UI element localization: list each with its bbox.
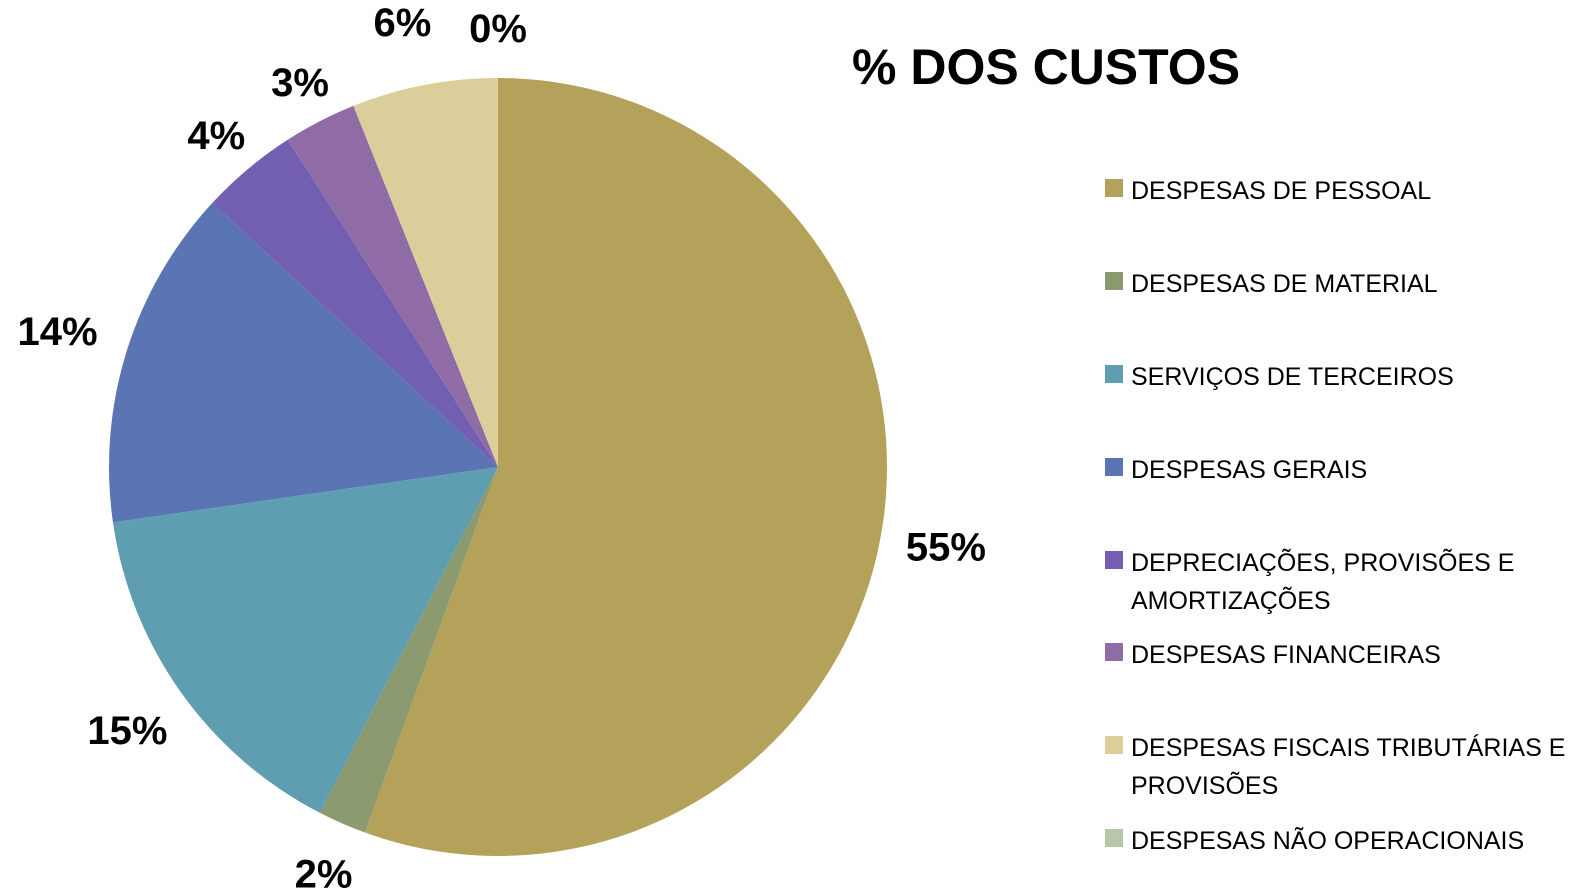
legend-swatch — [1105, 736, 1123, 754]
data-label-despesas-nao-operacionais: 0% — [469, 7, 527, 51]
legend-label: DESPESAS DE PESSOAL — [1131, 177, 1432, 205]
legend-label: DEPRECIAÇÕES, PROVISÕES E AMORTIZAÇÕES — [1131, 549, 1515, 615]
legend-swatch — [1105, 829, 1123, 847]
data-label-despesas-de-material: 2% — [295, 853, 353, 895]
legend-label: DESPESAS FINANCEIRAS — [1131, 641, 1441, 669]
pie-slice-depreciacoes-provisoes-e-amortizacoes — [212, 139, 498, 467]
data-label-despesas-gerais: 14% — [17, 310, 97, 354]
legend-label: DESPESAS NÃO OPERACIONAIS — [1131, 827, 1525, 855]
chart-title: % DOS CUSTOS — [852, 39, 1241, 95]
pie-slice-despesas-de-pessoal — [364, 78, 888, 856]
data-label-depreciacoes-provisoes-e-amortizacoes: 4% — [187, 114, 245, 158]
legend-swatch — [1105, 551, 1123, 569]
pie-slice-servicos-de-terceiros — [112, 467, 498, 813]
pie-slice-despesas-gerais — [109, 203, 498, 523]
pie-slice-despesas-fiscais-tributarias-e-provisoes — [353, 78, 498, 467]
legend-swatch — [1105, 458, 1123, 476]
pie-slice-despesas-financeiras — [287, 105, 498, 468]
legend-swatch — [1105, 365, 1123, 383]
legend-label: DESPESAS FISCAIS TRIBUTÁRIAS E PROVISÕES — [1131, 734, 1566, 800]
legend-swatch — [1105, 179, 1123, 197]
data-label-despesas-financeiras: 3% — [271, 61, 329, 105]
legend-label: DESPESAS DE MATERIAL — [1131, 270, 1438, 298]
legend-swatch — [1105, 643, 1123, 661]
data-label-servicos-de-terceiros: 15% — [87, 709, 167, 753]
legend-swatch — [1105, 272, 1123, 290]
pie-slice-despesas-de-material — [319, 467, 498, 833]
data-label-despesas-fiscais-tributarias-e-provisoes: 6% — [374, 1, 432, 45]
legend-label: DESPESAS GERAIS — [1131, 456, 1368, 484]
legend-label: SERVIÇOS DE TERCEIROS — [1131, 363, 1454, 391]
data-label-despesas-de-pessoal: 55% — [906, 525, 986, 569]
